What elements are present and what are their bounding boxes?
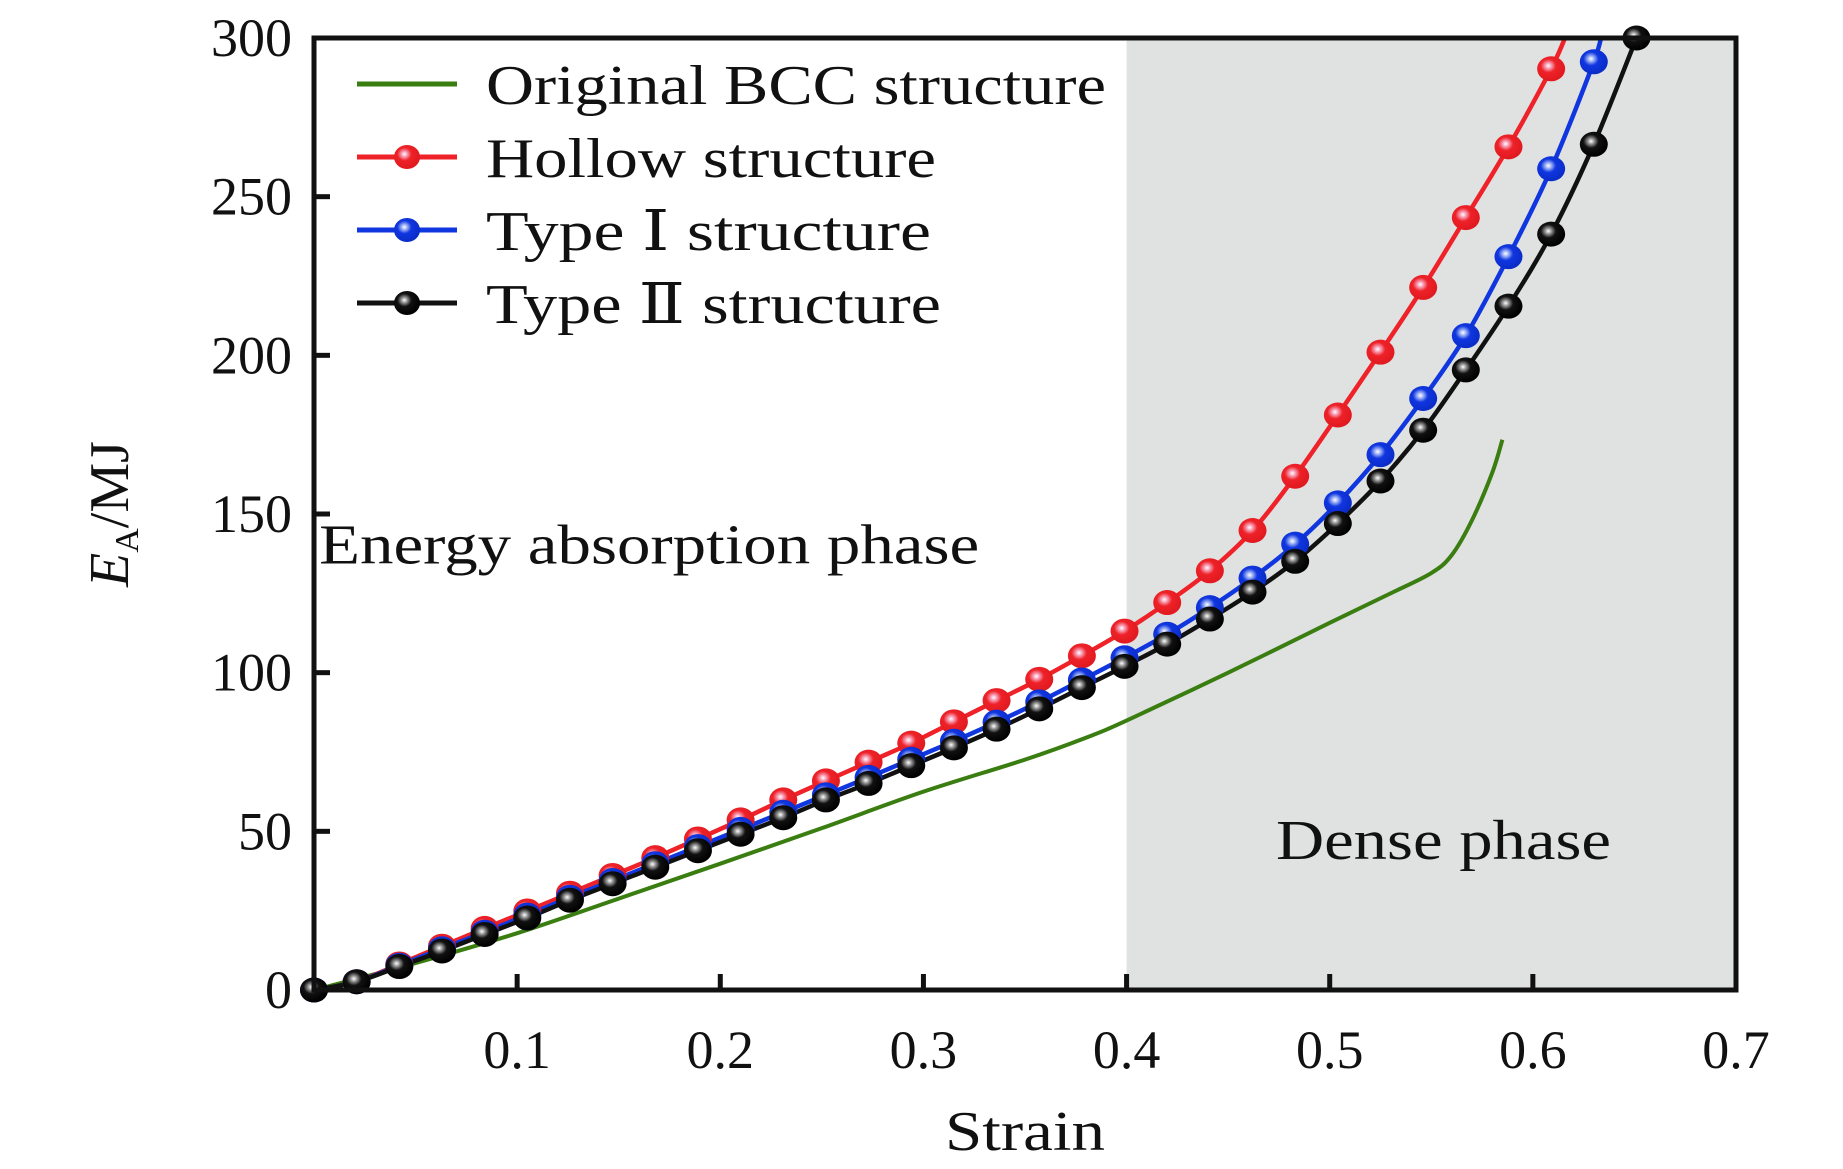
data-point [1366, 468, 1395, 494]
legend-item: Hollow structure [357, 128, 936, 190]
data-point [1366, 442, 1395, 468]
data-point [1494, 244, 1523, 270]
x-tick-label: 0.2 [687, 1020, 755, 1080]
legend-swatch-marker [394, 218, 420, 242]
data-point [1409, 274, 1438, 300]
x-axis-title: Strain [945, 1101, 1105, 1163]
data-point [811, 787, 840, 813]
data-point [1025, 696, 1054, 722]
data-point [1323, 402, 1352, 428]
legend-label: Hollow structure [486, 128, 936, 190]
data-point [726, 821, 755, 847]
x-tick-label: 0.1 [483, 1020, 551, 1080]
data-point [1451, 357, 1480, 383]
x-tick-label: 0.4 [1093, 1020, 1161, 1080]
data-point [1153, 590, 1182, 616]
series-markers-type-structure [300, 25, 1651, 1003]
data-point [1537, 156, 1566, 182]
legend-item: Type Ⅱ structure [357, 274, 941, 336]
data-point [1494, 293, 1523, 319]
data-point [1366, 339, 1395, 365]
legend-swatch-marker [394, 291, 420, 315]
legend-label: Original BCC structure [486, 55, 1106, 117]
data-point [641, 854, 670, 880]
y-axis-title-unit: /MJ [79, 441, 141, 528]
legend-item: Original BCC structure [357, 55, 1106, 117]
data-point [1110, 653, 1139, 679]
data-point [555, 887, 584, 913]
y-tick-label: 200 [211, 325, 292, 385]
data-point [1281, 548, 1310, 574]
data-point [1537, 221, 1566, 247]
legend-swatch-marker [394, 145, 420, 169]
x-tick-label: 0.6 [1499, 1020, 1567, 1080]
data-point [470, 921, 499, 947]
x-tick-label: 0.3 [890, 1020, 958, 1080]
data-point [1451, 205, 1480, 231]
x-tick-label: 0.7 [1702, 1020, 1770, 1080]
data-point [1195, 606, 1224, 632]
data-point [1281, 463, 1310, 489]
annotation-dense-phase: Dense phase [1276, 810, 1611, 872]
y-axis-title-main: E [79, 553, 141, 588]
svg-text:EA/MJ: EA/MJ [79, 441, 146, 588]
x-axis-ticks: 0.1 0.2 0.3 0.4 0.5 0.6 0.7 [483, 974, 1770, 1080]
data-point [1025, 666, 1054, 692]
y-axis-title-subscript: A [109, 528, 146, 553]
series-line-original-bcc-structure [314, 439, 1505, 990]
legend-label: Type Ⅰ structure [486, 201, 931, 263]
y-tick-label: 250 [211, 167, 292, 227]
y-axis-ticks: 0 50 100 150 200 250 300 [211, 8, 330, 1020]
annotation-energy-absorption-phase: Energy absorption phase [319, 515, 979, 577]
y-tick-label: 100 [211, 643, 292, 703]
data-point [1153, 631, 1182, 657]
data-point [513, 905, 542, 931]
y-axis-title: EA/MJ [79, 441, 146, 588]
y-tick-label: 150 [211, 484, 292, 544]
data-point [1494, 134, 1523, 160]
data-point [1238, 518, 1267, 544]
y-tick-label: 0 [265, 960, 292, 1020]
data-point [1281, 531, 1310, 557]
data-point [1409, 417, 1438, 443]
data-point [1238, 579, 1267, 605]
data-point [854, 770, 883, 796]
data-point [982, 688, 1011, 714]
data-point [1579, 131, 1608, 157]
data-point [939, 709, 968, 735]
data-point [1579, 49, 1608, 75]
data-point [1323, 490, 1352, 516]
y-tick-label: 50 [238, 801, 292, 861]
data-point [427, 938, 456, 964]
data-point [385, 954, 414, 980]
x-tick-label: 0.5 [1296, 1020, 1364, 1080]
legend-item: Type Ⅰ structure [357, 201, 931, 263]
data-point [769, 805, 798, 831]
data-point [939, 735, 968, 761]
data-point [1067, 675, 1096, 701]
legend: Original BCC structure Hollow structure Ty… [357, 55, 1106, 336]
data-point [1067, 643, 1096, 669]
y-tick-label: 300 [211, 8, 292, 68]
dense-phase-region [1126, 38, 1736, 990]
data-point [1409, 385, 1438, 411]
data-point [897, 753, 926, 779]
data-point [1195, 558, 1224, 584]
legend-label: Type Ⅱ structure [486, 274, 941, 336]
data-point [683, 838, 712, 864]
data-point [598, 871, 627, 897]
data-point [1110, 618, 1139, 644]
data-point [1451, 323, 1480, 349]
marker-layer [300, 25, 1651, 1003]
data-point [1537, 56, 1566, 82]
data-point [1323, 511, 1352, 537]
data-point [982, 716, 1011, 742]
